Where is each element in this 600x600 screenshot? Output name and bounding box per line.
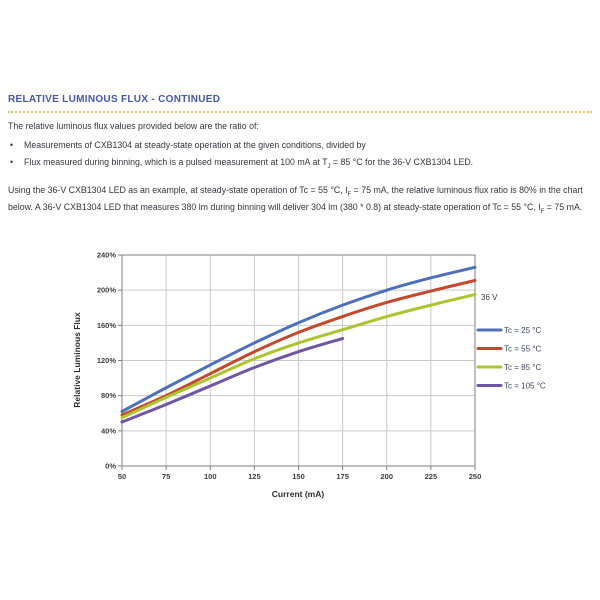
y-tick-label: 160%	[97, 321, 117, 330]
example-paragraph: Using the 36-V CXB1304 LED as an example…	[8, 185, 583, 215]
bullet-text: Flux measured during binning, which is a…	[24, 157, 474, 170]
legend-label: Tc = 85 °C	[504, 363, 541, 372]
intro-lead: The relative luminous flux values provid…	[8, 121, 259, 131]
heading-divider	[8, 111, 592, 113]
series-line-105	[120, 337, 345, 424]
y-tick-label: 40%	[101, 426, 116, 435]
y-tick-label: 80%	[101, 391, 116, 400]
legend-label: Tc = 105 °C	[504, 382, 546, 391]
section-heading: RELATIVE LUMINOUS FLUX - CONTINUED	[8, 94, 221, 105]
x-tick-label: 175	[336, 472, 349, 481]
x-tick-label: 100	[204, 472, 217, 481]
bullet-marker: •	[10, 157, 14, 167]
series-line-25	[120, 265, 477, 413]
series-line-55	[120, 278, 477, 417]
bullet-marker: •	[10, 140, 14, 150]
legend-label: Tc = 55 °C	[504, 345, 541, 354]
y-tick-label: 0%	[105, 462, 116, 471]
annotation-36v: 36 V	[481, 293, 498, 302]
x-tick-label: 125	[248, 472, 261, 481]
y-tick-label: 200%	[97, 286, 117, 295]
x-tick-label: 250	[469, 472, 482, 481]
series-line-85	[120, 293, 477, 420]
bullet-list: • Measurements of CXB1304 at steady-stat…	[8, 137, 594, 171]
x-tick-label: 75	[162, 472, 170, 481]
bullet-text: Measurements of CXB1304 at steady-state …	[24, 140, 366, 150]
x-axis-title: Current (mA)	[272, 489, 325, 499]
x-tick-label: 200	[380, 472, 393, 481]
relative-luminous-flux-chart: Current (mA) Relative Luminous Flux 50 75…	[60, 240, 555, 510]
y-tick-label: 240%	[97, 251, 117, 260]
x-tick-label: 50	[118, 472, 126, 481]
chart-svg: Current (mA) Relative Luminous Flux 50 75…	[72, 251, 546, 500]
y-tick-label: 120%	[97, 356, 117, 365]
bullet-item: • Flux measured during binning, which is…	[8, 154, 594, 171]
legend-label: Tc = 25 °C	[504, 326, 541, 335]
bullet-item: • Measurements of CXB1304 at steady-stat…	[8, 137, 594, 154]
x-tick-label: 225	[425, 472, 438, 481]
x-tick-label: 150	[292, 472, 305, 481]
y-axis-title: Relative Luminous Flux	[72, 312, 82, 408]
